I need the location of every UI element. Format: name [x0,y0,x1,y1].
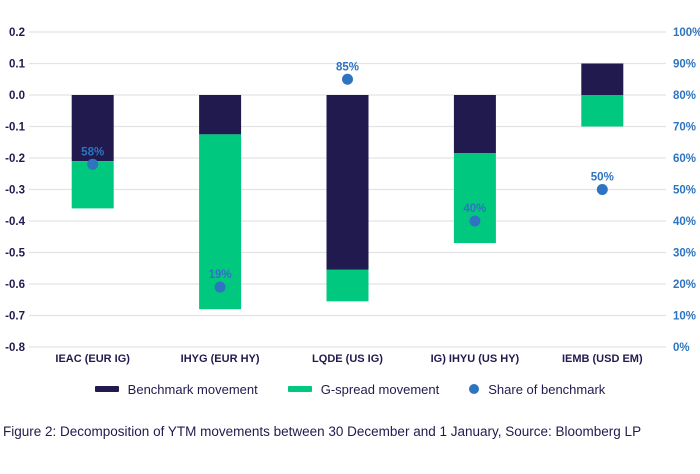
figure-caption: Figure 2: Decomposition of YTM movements… [3,424,642,439]
share-of-benchmark-value-label: 40% [463,203,486,215]
left-axis-tick-label: -0.8 [5,342,25,354]
right-axis-tick-label: 90% [673,59,696,71]
left-axis-tick-label: -0.5 [5,248,25,260]
benchmark-swatch-icon [94,386,119,392]
legend-share-label: Share of benchmark [488,381,606,397]
bar-segment-gspread [581,95,624,127]
share-of-benchmark-dot [87,158,99,170]
share-of-benchmark-value-label: 58% [81,146,104,158]
gspread-swatch-icon [287,386,312,392]
legend-gspread-label: G-spread movement [320,381,440,397]
legend-item-benchmark: Benchmark movement [94,381,258,397]
bar-segment-benchmark [581,63,624,95]
right-axis-tick-label: 40% [673,216,696,228]
right-axis-tick-label: 100% [673,27,700,39]
right-axis-tick-label: 30% [673,248,696,260]
right-axis-tick-label: 80% [673,90,696,102]
left-axis-tick-label: 0.2 [9,27,25,39]
left-axis-tick-label: -0.4 [5,216,25,228]
bar-segment-gspread [326,269,369,302]
left-axis-tick-label: -0.2 [5,153,25,165]
x-axis-category-label: IHYG (EUR HY) [181,353,260,365]
right-axis-tick-label: 50% [673,185,696,197]
x-axis-category-label: IEAC (EUR IG) [55,353,130,365]
bar-segment-gspread [453,153,496,244]
legend-item-share: Share of benchmark [469,382,605,397]
share-of-benchmark-dot [214,281,226,293]
bar-segment-gspread [199,134,242,310]
right-axis-tick-label: 20% [673,279,696,291]
x-axis-category-label: LQDE (US IG) [312,353,383,365]
right-axis-tick-label: 10% [673,311,696,323]
bar-segment-benchmark [326,95,369,270]
share-of-benchmark-dot [469,215,481,227]
bar-segment-benchmark [71,95,114,162]
share-of-benchmark-value-label: 85% [336,61,359,73]
share-of-benchmark-dot [596,184,608,195]
bar-segment-benchmark [199,95,242,135]
legend-benchmark-label: Benchmark movement [127,381,258,397]
left-axis-tick-label: -0.7 [5,311,25,323]
left-axis-tick-label: -0.3 [5,185,25,197]
left-axis-tick-label: 0.1 [9,59,26,71]
right-axis-tick-label: 60% [673,153,696,165]
x-axis-category-label: IG) IHYU (US HY) [431,353,520,365]
left-axis-tick-label: -0.6 [5,279,25,291]
right-axis-tick-label: 0% [673,342,690,354]
ytm-decomposition-chart: 0.2 100% 0.1 90% 0.0 80% -0.1 70% -0.2 60% -0.3 50%… [5,27,700,365]
bar-segment-benchmark [453,95,496,154]
legend-item-gspread: G-spread movement [287,381,440,397]
right-axis-tick-label: 70% [673,122,696,134]
share-of-benchmark-value-label: 19% [209,269,232,281]
chart-legend: Benchmark movement G-spread movement Sha… [0,378,700,400]
left-axis-tick-label: -0.1 [5,122,25,134]
left-axis-tick-label: 0.0 [9,90,25,102]
share-of-benchmark-value-label: 50% [591,172,614,184]
share-of-benchmark-dot [342,73,353,85]
share-dot-icon [469,384,480,394]
x-axis-category-label: IEMB (USD EM) [562,353,643,365]
